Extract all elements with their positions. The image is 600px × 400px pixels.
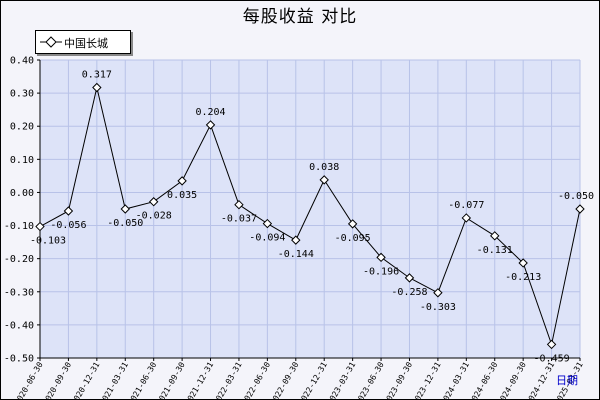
data-point-marker <box>262 218 273 229</box>
x-tick-label: 2022-09-30 <box>269 360 301 400</box>
x-tick-label: 2021-06-30 <box>127 360 159 400</box>
data-label: -0.258 <box>391 287 427 298</box>
legend-label: 中国长城 <box>64 37 108 50</box>
x-tick-label: 2023-09-30 <box>382 360 414 400</box>
data-label: 0.038 <box>309 162 339 173</box>
y-tick-label: -0.10 <box>4 221 34 232</box>
data-point-marker <box>433 288 443 298</box>
data-point-marker <box>234 199 244 210</box>
x-tick-label: 2022-06-30 <box>240 360 272 400</box>
y-tick-label: -0.30 <box>4 287 34 298</box>
data-label: 0.035 <box>167 190 197 201</box>
x-tick-label: 2024-09-30 <box>496 360 528 400</box>
y-tick-label: -0.40 <box>4 320 34 331</box>
y-tick-label: 0.10 <box>10 155 34 166</box>
data-point-marker <box>347 219 358 229</box>
data-label: -0.077 <box>448 200 484 211</box>
x-tick-label: 2020-06-30 <box>13 360 45 400</box>
y-tick-label: 0.30 <box>10 89 34 100</box>
x-tick-label: 2023-06-30 <box>354 360 386 400</box>
data-label: 0.317 <box>82 69 112 80</box>
data-label: 0.204 <box>195 107 225 118</box>
data-label: -0.094 <box>249 233 285 244</box>
x-tick-label: 2020-09-30 <box>41 360 73 400</box>
y-tick-label: 0.00 <box>10 188 34 199</box>
data-label: -0.050 <box>107 218 143 229</box>
y-tick-label: -0.50 <box>4 354 34 365</box>
x-tick-label: 2021-03-31 <box>98 360 130 400</box>
y-tick-label: 0.20 <box>10 122 34 133</box>
data-point-marker <box>120 204 130 214</box>
data-label: -0.459 <box>534 353 570 364</box>
data-label: -0.303 <box>420 302 456 313</box>
data-point-marker <box>35 221 45 232</box>
x-tick-label: 2023-03-31 <box>325 360 357 400</box>
x-tick-label: 2021-12-31 <box>183 360 215 400</box>
data-label: -0.050 <box>558 191 594 202</box>
x-tick-label: 2022-12-31 <box>297 360 329 400</box>
data-label: -0.056 <box>50 220 86 231</box>
data-point-marker <box>376 252 386 263</box>
x-tick-label: 2024-12-31 <box>524 360 556 400</box>
x-axis-label: 日期 <box>556 374 578 387</box>
chart-title: 每股收益 对比 <box>242 7 358 27</box>
data-label: -0.095 <box>335 233 371 244</box>
data-point-marker <box>518 258 528 268</box>
x-tick-label: 2021-09-30 <box>155 360 187 400</box>
data-point-marker <box>291 235 301 245</box>
x-tick-label: 2024-06-30 <box>468 360 500 400</box>
data-label: -0.144 <box>278 249 314 260</box>
data-point-marker <box>490 231 500 241</box>
series-line <box>39 87 581 347</box>
data-label: -0.131 <box>477 245 513 256</box>
data-point-marker <box>177 176 187 186</box>
x-tick-label: 2022-03-31 <box>212 360 244 400</box>
data-label: -0.213 <box>505 272 541 283</box>
data-point-marker <box>319 175 329 185</box>
data-point-marker <box>63 206 74 216</box>
legend: 中国长城 <box>35 30 131 54</box>
legend-marker-icon <box>40 36 62 48</box>
data-label: -0.037 <box>221 214 257 225</box>
data-point-marker <box>92 82 102 93</box>
y-tick-label: -0.20 <box>4 254 34 265</box>
data-point-marker <box>404 273 415 283</box>
data-point-marker <box>148 197 159 207</box>
y-tick-label: 0.40 <box>10 56 34 67</box>
data-label: -0.103 <box>30 236 66 247</box>
data-point-marker <box>461 213 472 223</box>
data-point-marker <box>575 204 585 214</box>
x-tick-label: 2023-12-31 <box>411 360 443 400</box>
x-tick-label: 2020-12-31 <box>70 360 102 400</box>
data-label: -0.196 <box>363 266 399 277</box>
data-point-marker <box>546 339 557 350</box>
data-point-marker <box>205 120 216 130</box>
x-tick-label: 2024-03-31 <box>439 360 471 400</box>
data-label: -0.028 <box>136 211 172 222</box>
